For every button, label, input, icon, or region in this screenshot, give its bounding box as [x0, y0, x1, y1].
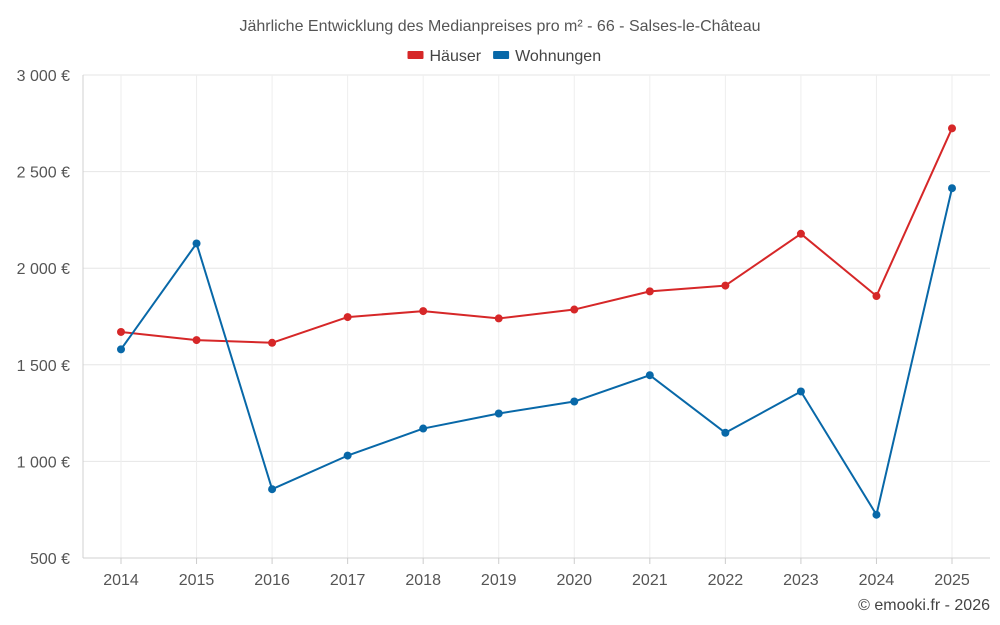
data-point[interactable]: [343, 313, 352, 322]
legend-item-0[interactable]: Häuser: [407, 48, 482, 65]
data-point[interactable]: [192, 336, 201, 345]
legend-label: Wohnungen: [515, 48, 601, 65]
data-point[interactable]: [117, 345, 125, 354]
legend-swatch: [407, 51, 424, 59]
data-point[interactable]: [419, 307, 428, 316]
data-point[interactable]: [570, 305, 579, 314]
series-line: [120, 187, 953, 516]
data-point[interactable]: [721, 281, 730, 290]
series-line: [120, 127, 953, 344]
y-tick-label: 2 500 €: [17, 165, 70, 182]
data-point[interactable]: [948, 184, 956, 193]
x-tick-label: 2014: [103, 572, 139, 589]
legend: Häuser Wohnungen: [407, 48, 601, 65]
x-tick-label: 2021: [632, 572, 668, 589]
data-point[interactable]: [645, 287, 654, 296]
credit-text: © emooki.fr - 2026: [858, 597, 990, 614]
x-tick-label: 2017: [330, 572, 366, 589]
series-1: [117, 184, 956, 519]
data-point[interactable]: [419, 424, 428, 433]
data-point[interactable]: [494, 409, 503, 418]
y-tick-label: 1 500 €: [17, 358, 70, 375]
y-tick-label: 3 000 €: [17, 68, 70, 85]
data-point[interactable]: [645, 371, 654, 380]
data-point[interactable]: [570, 397, 579, 406]
series-layer: [117, 124, 956, 519]
data-point[interactable]: [721, 428, 730, 437]
data-point[interactable]: [268, 338, 277, 347]
data-point[interactable]: [192, 239, 201, 248]
data-point[interactable]: [494, 314, 503, 323]
x-tick-label: 2015: [179, 572, 215, 589]
data-point[interactable]: [872, 510, 881, 519]
legend-swatch: [493, 51, 510, 59]
x-tick-label: 2018: [405, 572, 441, 589]
data-point[interactable]: [343, 451, 352, 460]
x-tick-label: 2024: [859, 572, 895, 589]
x-tick-label: 2023: [783, 572, 819, 589]
axes: 500 € 1 000 € 1 500 € 2 000 € 2 500 € 3 000 €…: [17, 68, 990, 589]
y-tick-label: 500 €: [30, 551, 70, 568]
x-tick-label: 2022: [708, 572, 744, 589]
data-point[interactable]: [117, 327, 125, 336]
data-point[interactable]: [872, 292, 881, 301]
x-tick-label: 2025: [934, 572, 970, 589]
x-tick-label: 2016: [254, 572, 290, 589]
data-point[interactable]: [268, 485, 277, 494]
grid: [83, 74, 990, 559]
legend-item-1[interactable]: Wohnungen: [493, 48, 601, 65]
data-point[interactable]: [796, 229, 805, 238]
data-point[interactable]: [796, 387, 805, 396]
y-tick-label: 1 000 €: [17, 454, 70, 471]
y-tick-label: 2 000 €: [17, 261, 70, 278]
series-0: [117, 124, 956, 347]
legend-label: Häuser: [430, 48, 482, 65]
data-point[interactable]: [948, 124, 956, 133]
x-tick-label: 2019: [481, 572, 517, 589]
x-tick-label: 2020: [556, 572, 592, 589]
chart-title: Jährliche Entwicklung des Medianpreises …: [239, 18, 760, 35]
